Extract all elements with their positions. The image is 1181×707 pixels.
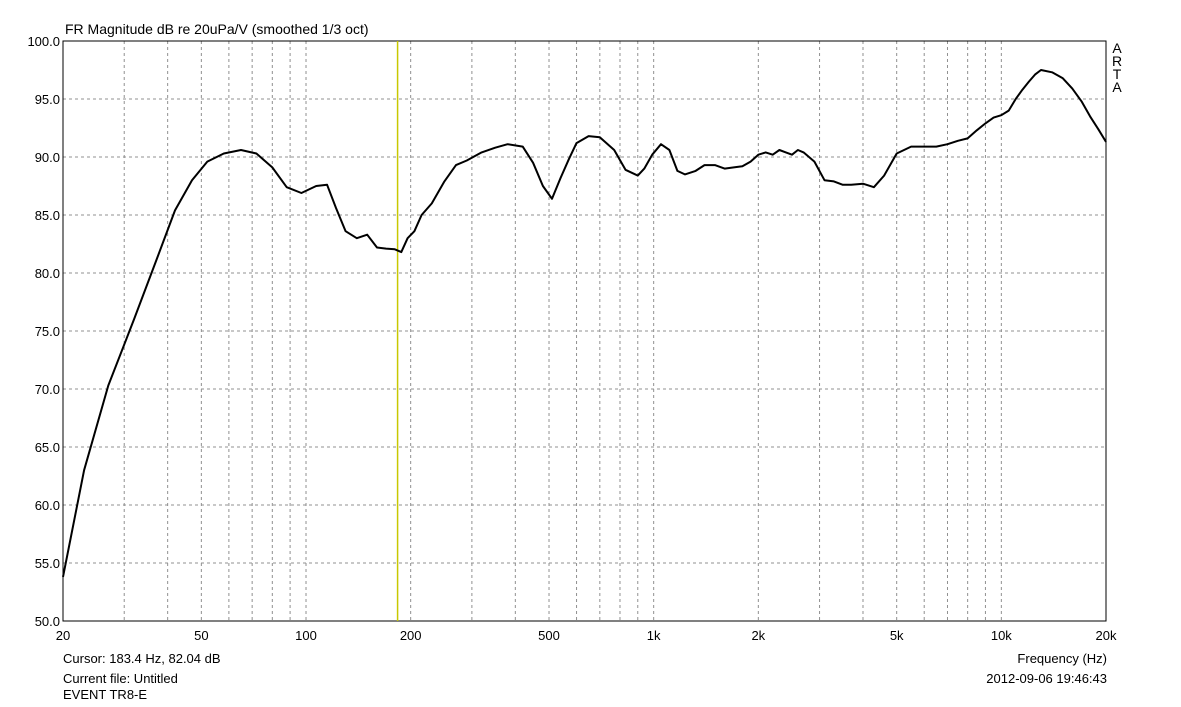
cursor-readout: Cursor: 183.4 Hz, 82.04 dB <box>63 651 221 666</box>
response-curve <box>62 69 1107 578</box>
timestamp: 2012-09-06 19:46:43 <box>986 671 1107 686</box>
x-tick-label: 20 <box>56 628 70 643</box>
x-tick-label: 200 <box>400 628 422 643</box>
grid-lines <box>63 41 1106 621</box>
y-tick-label: 80.0 <box>35 266 60 281</box>
x-tick-label: 500 <box>538 628 560 643</box>
brand-letter: A <box>1112 40 1122 56</box>
y-tick-label: 95.0 <box>35 92 60 107</box>
device-name: EVENT TR8-E <box>63 687 148 702</box>
x-tick-label: 5k <box>890 628 904 643</box>
y-tick-label: 75.0 <box>35 324 60 339</box>
y-axis-ticks: 100.0 95.0 90.0 85.0 80.0 75.0 70.0 65.0 60.0 55.… <box>27 34 60 629</box>
brand-letter: R <box>1111 53 1123 69</box>
y-tick-label: 100.0 <box>27 34 60 49</box>
y-tick-label: 85.0 <box>35 208 60 223</box>
x-tick-label: 100 <box>295 628 317 643</box>
x-tick-label: 10k <box>991 628 1012 643</box>
y-tick-label: 70.0 <box>35 382 60 397</box>
x-tick-label: 20k <box>1096 628 1117 643</box>
y-tick-label: 65.0 <box>35 440 60 455</box>
y-tick-label: 55.0 <box>35 556 60 571</box>
plot-frame <box>62 40 1107 622</box>
chart-title: FR Magnitude dB re 20uPa/V (smoothed 1/3… <box>65 21 369 37</box>
y-tick-label: 50.0 <box>35 614 60 629</box>
x-tick-label: 50 <box>194 628 208 643</box>
x-axis-ticks: 20 50 100 200 500 1k 2k 5k 10k 20k <box>56 628 1117 643</box>
brand-letter: T <box>1112 66 1122 82</box>
x-axis-label: Frequency (Hz) <box>1017 651 1107 666</box>
x-tick-label: 2k <box>751 628 765 643</box>
x-tick-label: 1k <box>647 628 661 643</box>
current-file-label: Current file: Untitled <box>63 671 178 686</box>
brand-letter: A <box>1112 79 1122 95</box>
y-tick-label: 60.0 <box>35 498 60 513</box>
arta-logo: A R T A <box>1110 40 1124 95</box>
y-tick-label: 90.0 <box>35 150 60 165</box>
